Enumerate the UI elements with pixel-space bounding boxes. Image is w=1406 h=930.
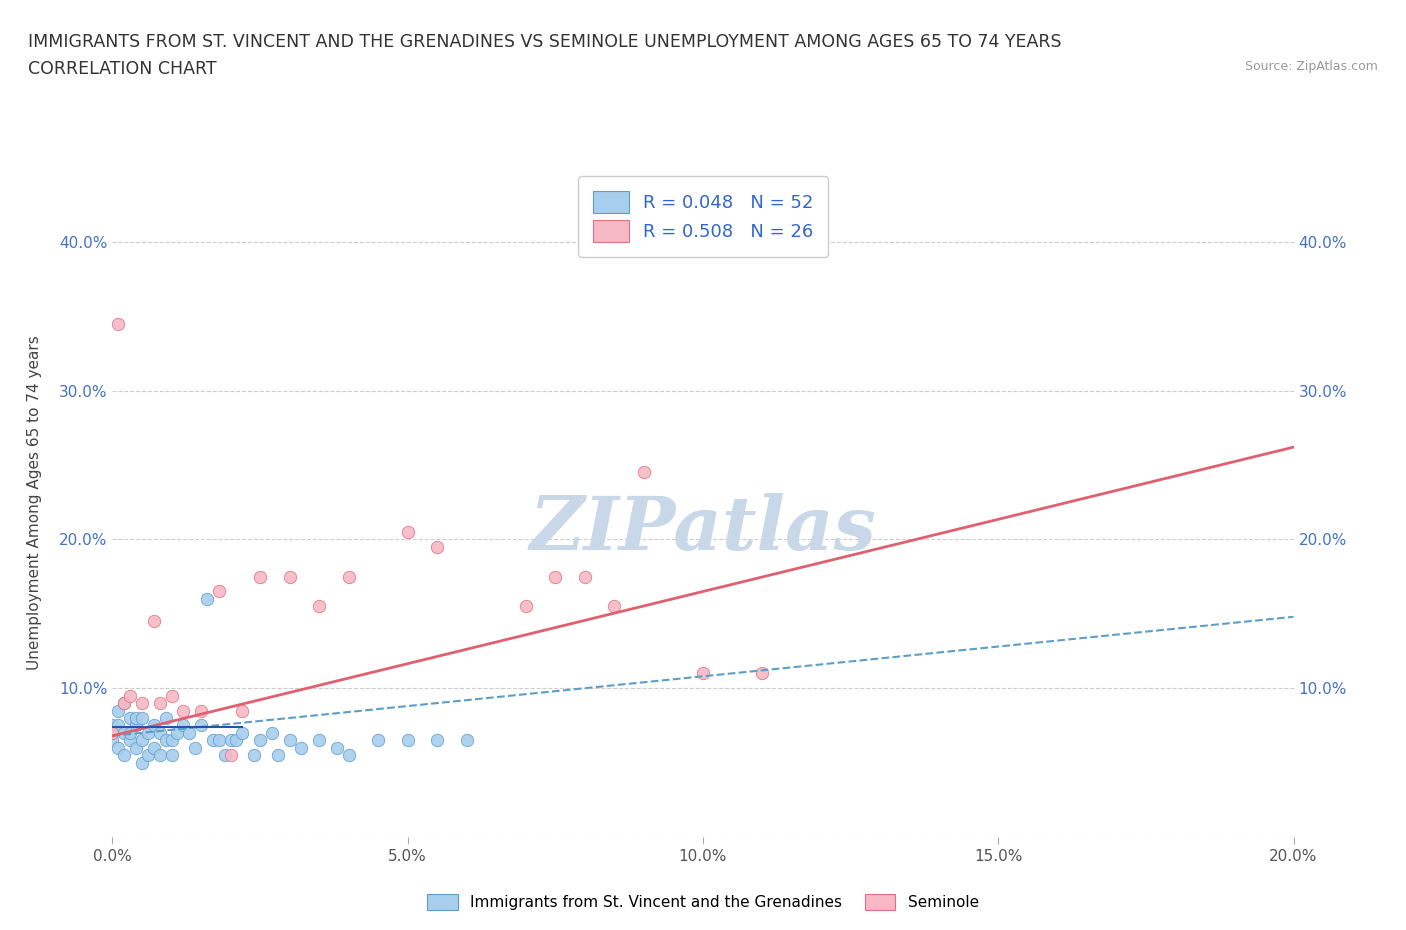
Point	[278, 569, 301, 584]
Point	[195, 591, 218, 606]
Point	[101, 733, 124, 748]
Point	[249, 733, 271, 748]
Point	[278, 733, 301, 748]
Point	[574, 569, 596, 584]
Point	[172, 703, 194, 718]
Y-axis label: Unemployment Among Ages 65 to 74 years: Unemployment Among Ages 65 to 74 years	[28, 335, 42, 670]
Point	[112, 696, 135, 711]
Point	[160, 733, 183, 748]
Text: CORRELATION CHART: CORRELATION CHART	[28, 60, 217, 78]
Point	[112, 725, 135, 740]
Point	[131, 711, 153, 725]
Point	[101, 725, 124, 740]
Point	[337, 569, 360, 584]
Point	[308, 733, 330, 748]
Point	[396, 733, 419, 748]
Point	[603, 599, 626, 614]
Point	[160, 748, 183, 763]
Legend: Immigrants from St. Vincent and the Grenadines, Seminole: Immigrants from St. Vincent and the Gren…	[419, 886, 987, 918]
Point	[149, 696, 172, 711]
Point	[142, 718, 165, 733]
Point	[249, 569, 271, 584]
Point	[214, 748, 236, 763]
Text: Source: ZipAtlas.com: Source: ZipAtlas.com	[1244, 60, 1378, 73]
Text: IMMIGRANTS FROM ST. VINCENT AND THE GRENADINES VS SEMINOLE UNEMPLOYMENT AMONG AG: IMMIGRANTS FROM ST. VINCENT AND THE GREN…	[28, 33, 1062, 50]
Point	[337, 748, 360, 763]
Point	[155, 733, 177, 748]
Point	[219, 748, 242, 763]
Point	[136, 748, 159, 763]
Point	[367, 733, 389, 748]
Point	[172, 718, 194, 733]
Point	[225, 733, 247, 748]
Point	[136, 725, 159, 740]
Point	[125, 718, 148, 733]
Point	[107, 316, 129, 331]
Point	[131, 696, 153, 711]
Point	[426, 733, 449, 748]
Point	[149, 725, 172, 740]
Point	[120, 688, 142, 703]
Point	[544, 569, 567, 584]
Point	[142, 740, 165, 755]
Point	[396, 525, 419, 539]
Point	[201, 733, 224, 748]
Point	[166, 725, 188, 740]
Point	[751, 666, 773, 681]
Point	[515, 599, 537, 614]
Point	[107, 718, 129, 733]
Point	[155, 711, 177, 725]
Point	[120, 711, 142, 725]
Point	[142, 614, 165, 629]
Point	[633, 465, 655, 480]
Point	[231, 725, 253, 740]
Point	[125, 740, 148, 755]
Point	[243, 748, 266, 763]
Point	[190, 703, 212, 718]
Point	[120, 733, 142, 748]
Point	[125, 711, 148, 725]
Text: ZIPatlas: ZIPatlas	[530, 493, 876, 565]
Point	[107, 703, 129, 718]
Point	[692, 666, 714, 681]
Point	[112, 748, 135, 763]
Point	[208, 584, 231, 599]
Point	[101, 718, 124, 733]
Point	[260, 725, 283, 740]
Point	[308, 599, 330, 614]
Legend: R = 0.048   N = 52, R = 0.508   N = 26: R = 0.048 N = 52, R = 0.508 N = 26	[578, 177, 828, 257]
Point	[219, 733, 242, 748]
Point	[426, 539, 449, 554]
Point	[107, 740, 129, 755]
Point	[120, 725, 142, 740]
Point	[184, 740, 207, 755]
Point	[326, 740, 349, 755]
Point	[179, 725, 201, 740]
Point	[149, 748, 172, 763]
Point	[131, 755, 153, 770]
Point	[190, 718, 212, 733]
Point	[208, 733, 231, 748]
Point	[267, 748, 290, 763]
Point	[456, 733, 478, 748]
Point	[112, 696, 135, 711]
Point	[160, 688, 183, 703]
Point	[290, 740, 312, 755]
Point	[131, 733, 153, 748]
Point	[231, 703, 253, 718]
